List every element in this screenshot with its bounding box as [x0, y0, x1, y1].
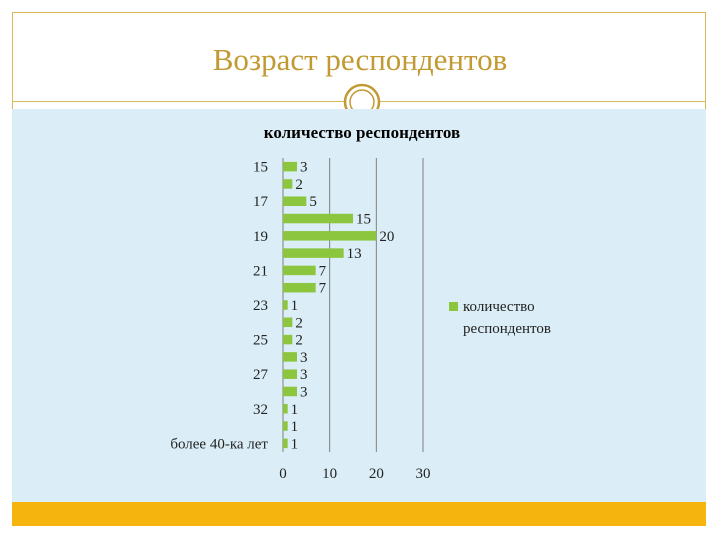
data-label: 1 — [291, 402, 299, 418]
x-tick-label: 0 — [279, 466, 287, 482]
chart-legend: количество респондентов — [449, 296, 599, 340]
data-label: 3 — [300, 160, 308, 176]
bar — [283, 369, 297, 379]
data-label: 7 — [319, 263, 327, 279]
bar — [283, 300, 288, 310]
y-tick-label: 32 — [253, 402, 268, 418]
bar — [283, 404, 288, 414]
bar — [283, 196, 307, 206]
data-label: 7 — [319, 281, 327, 297]
x-tick-label: 30 — [416, 466, 431, 482]
chart-panel — [12, 109, 706, 502]
bar — [283, 317, 293, 328]
data-label: 1 — [291, 419, 299, 435]
y-tick-label: более 40-ка лет — [170, 436, 268, 452]
data-label: 5 — [309, 194, 317, 210]
data-label: 2 — [295, 177, 303, 193]
bar — [283, 334, 293, 345]
x-tick-label: 20 — [369, 466, 384, 482]
y-tick-label: 21 — [253, 263, 268, 279]
data-label: 2 — [295, 315, 303, 331]
y-tick-label: 27 — [253, 367, 269, 383]
bar — [283, 213, 353, 224]
data-label: 1 — [291, 436, 299, 452]
x-tick-label: 10 — [322, 466, 337, 482]
data-label: 3 — [300, 350, 308, 366]
y-tick-label: 19 — [253, 229, 268, 245]
data-label: 3 — [300, 367, 308, 383]
legend-swatch — [449, 302, 458, 311]
data-label: 3 — [300, 384, 308, 400]
bar — [283, 386, 297, 397]
bar — [283, 282, 316, 293]
bar — [283, 231, 377, 241]
footer-bar — [12, 502, 706, 526]
y-tick-label: 15 — [253, 160, 268, 176]
data-label: 2 — [295, 333, 303, 349]
bar — [283, 265, 316, 276]
bar — [283, 248, 344, 258]
bar — [283, 352, 297, 362]
data-label: 15 — [356, 212, 371, 228]
y-tick-label: 23 — [253, 298, 268, 314]
data-label: 20 — [379, 229, 394, 245]
data-label: 13 — [347, 246, 362, 262]
legend-label: количество респондентов — [463, 299, 552, 337]
data-label: 1 — [291, 298, 299, 314]
bar — [283, 161, 297, 172]
y-tick-label: 25 — [253, 333, 268, 349]
slide-title: Возраст респондентов — [212, 42, 508, 77]
bar — [283, 438, 288, 449]
bar — [283, 421, 288, 431]
y-tick-label: 17 — [253, 194, 269, 210]
chart-title: количество респондентов — [264, 123, 460, 142]
bar — [283, 179, 293, 189]
